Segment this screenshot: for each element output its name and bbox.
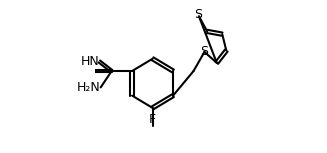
Text: F: F xyxy=(149,113,156,126)
Text: HN: HN xyxy=(80,55,99,68)
Text: H₂N: H₂N xyxy=(77,81,101,94)
Text: S: S xyxy=(194,8,202,21)
Text: S: S xyxy=(200,45,208,58)
